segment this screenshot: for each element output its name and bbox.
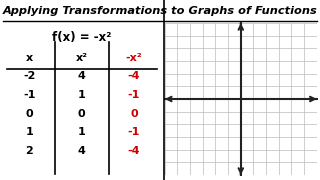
Text: -4: -4 <box>128 71 140 81</box>
Text: 4: 4 <box>78 146 85 156</box>
Text: -x²: -x² <box>125 53 142 63</box>
Text: f(x) = -x²: f(x) = -x² <box>52 31 111 44</box>
Text: 1: 1 <box>78 90 85 100</box>
Text: 2: 2 <box>26 146 33 156</box>
Text: x²: x² <box>76 53 88 63</box>
Text: 0: 0 <box>26 109 33 119</box>
Text: x: x <box>26 53 33 63</box>
Text: 1: 1 <box>26 127 33 137</box>
Text: -1: -1 <box>128 90 140 100</box>
Text: -1: -1 <box>128 127 140 137</box>
Text: -4: -4 <box>128 146 140 156</box>
Text: -1: -1 <box>23 90 36 100</box>
Text: 0: 0 <box>78 109 85 119</box>
Text: -2: -2 <box>23 71 36 81</box>
Text: 1: 1 <box>78 127 85 137</box>
Text: 0: 0 <box>130 109 138 119</box>
Text: Applying Transformations to Graphs of Functions: Applying Transformations to Graphs of Fu… <box>3 6 317 16</box>
Text: 4: 4 <box>78 71 85 81</box>
